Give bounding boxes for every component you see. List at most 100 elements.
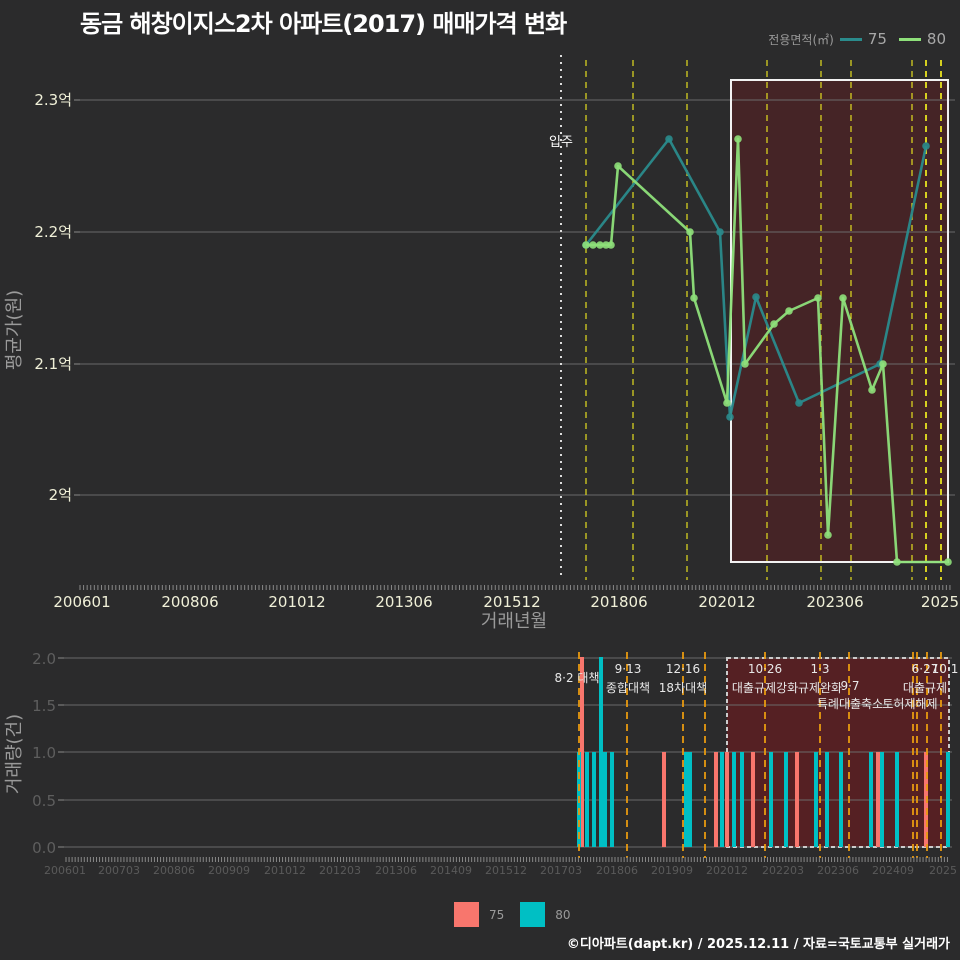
y-tick-label: 1.5 xyxy=(32,697,56,715)
x-tick-label: 202012 xyxy=(706,864,748,877)
bar-80 xyxy=(603,752,607,847)
x-tick-label: 202306 xyxy=(817,864,859,877)
data-point xyxy=(795,399,803,407)
data-point xyxy=(723,399,731,407)
legend-key-75 xyxy=(839,37,862,41)
data-point xyxy=(686,228,694,236)
x-tick-label: 201409 xyxy=(430,864,472,877)
legend-label-75: 75 xyxy=(867,30,887,48)
data-point xyxy=(734,135,742,143)
bar-80 xyxy=(814,752,818,847)
bar-75 xyxy=(662,752,666,847)
x-tick-label: 200806 xyxy=(161,593,218,611)
policy-annotation: 토허제해제 xyxy=(882,697,937,711)
data-point xyxy=(922,142,930,150)
bar-80 xyxy=(740,752,744,847)
legend-label-80-bottom: 80 xyxy=(555,907,571,922)
data-point xyxy=(752,293,760,301)
y-tick-label: 2억 xyxy=(49,486,72,504)
data-point xyxy=(690,294,698,302)
x-tick-label: 2025 xyxy=(929,864,957,877)
data-point xyxy=(716,228,724,236)
x-tick-label: 200806 xyxy=(153,864,195,877)
policy-annotation: 10·26 xyxy=(748,662,782,676)
policy-annotation: 특례대출축소 xyxy=(817,697,883,711)
bar-80 xyxy=(895,752,899,847)
volume-bar-chart: 0.0 0.5 1.0 1.5 2.0 8·2 대책 9·13 종합대책 12·16 18차대책 1… xyxy=(4,650,958,877)
y-axis-title: 평균가(원) xyxy=(4,290,25,370)
policy-annotation: 규제완화 xyxy=(798,681,842,695)
legend-top: 전용면적(㎡) 75 80 xyxy=(768,30,952,48)
policy-annotation: 대출규제 xyxy=(903,681,947,695)
x-tick-label: 201512 xyxy=(483,593,540,611)
data-point xyxy=(596,241,604,249)
legend-label-75-bottom: 75 xyxy=(489,907,505,922)
policy-annotation: 9·7 xyxy=(840,679,859,693)
data-point xyxy=(868,386,876,394)
y-tick-label: 2.0 xyxy=(32,650,56,668)
policy-annotation: 12·16 xyxy=(666,662,700,676)
data-point xyxy=(839,294,847,302)
data-point xyxy=(589,241,597,249)
bar-75 xyxy=(795,752,799,847)
data-point xyxy=(944,558,952,566)
bar-80 xyxy=(946,752,950,847)
x-tick-label: 201806 xyxy=(590,593,647,611)
bar-80 xyxy=(869,752,873,847)
bar-80 xyxy=(684,752,688,847)
bar-80 xyxy=(610,752,614,847)
bar-80 xyxy=(769,752,773,847)
highlight-region xyxy=(731,80,948,562)
y-tick-label: 0.0 xyxy=(32,839,56,857)
data-point xyxy=(741,360,749,368)
x-tick-label: 201012 xyxy=(264,864,306,877)
x-tick-label: 201306 xyxy=(375,864,417,877)
data-point xyxy=(770,320,778,328)
x-tick-label: 200601 xyxy=(44,864,86,877)
legend-swatch-80 xyxy=(520,902,546,927)
y-tick-label: 2.1억 xyxy=(34,355,72,373)
bar-80 xyxy=(784,752,788,847)
y-tick-label: 0.5 xyxy=(32,792,56,810)
bar-75 xyxy=(924,752,928,847)
data-point xyxy=(824,531,832,539)
bar-80 xyxy=(599,657,603,847)
policy-annotation: 1·3 xyxy=(810,662,829,676)
data-point xyxy=(785,307,793,315)
policy-annotation: 18차대책 xyxy=(659,680,707,695)
chart-title: 동금 해창이지스2차 아파트(2017) 매매가격 변화 xyxy=(80,10,567,38)
data-point xyxy=(614,162,622,170)
bar-75 xyxy=(580,657,584,847)
x-tick-label: 200601 xyxy=(53,593,110,611)
bar-80 xyxy=(720,752,724,847)
policy-annotation: 10·1 xyxy=(932,662,959,676)
policy-annotation: 종합대책 xyxy=(606,680,650,695)
x-tick-label: 201203 xyxy=(319,864,361,877)
source-caption: ©디아파트(dapt.kr) / 2025.12.11 / 자료=국토교통부 실… xyxy=(566,937,950,952)
x-tick-label: 200703 xyxy=(98,864,140,877)
bar-75 xyxy=(751,752,755,847)
policy-annotation: 9·13 xyxy=(615,662,642,676)
x-tick-label: 201306 xyxy=(375,593,432,611)
bar-80 xyxy=(592,752,596,847)
legend-label-80: 80 xyxy=(926,30,946,48)
data-point xyxy=(607,241,615,249)
x-tick-label: 202012 xyxy=(698,593,755,611)
x-tick-label: 201512 xyxy=(485,864,527,877)
policy-annotation: 8·2 대책 xyxy=(555,670,600,685)
x-tick-label: 201012 xyxy=(268,593,325,611)
policy-annotation: 6·27 xyxy=(912,662,939,676)
x-axis-title: 거래년월 xyxy=(481,611,547,632)
bar-75 xyxy=(725,752,729,847)
data-point xyxy=(879,360,887,368)
data-point xyxy=(665,135,673,143)
y-tick-label: 2.3억 xyxy=(34,91,72,109)
data-point xyxy=(893,558,901,566)
y-tick-label: 2.2억 xyxy=(34,223,72,241)
legend-bottom: 75 80 xyxy=(454,902,577,927)
data-point xyxy=(582,241,590,249)
y-axis-title: 거래량(건) xyxy=(4,714,25,794)
policy-annotation: 대출규제강화 xyxy=(732,681,798,695)
bar-80 xyxy=(825,752,829,847)
